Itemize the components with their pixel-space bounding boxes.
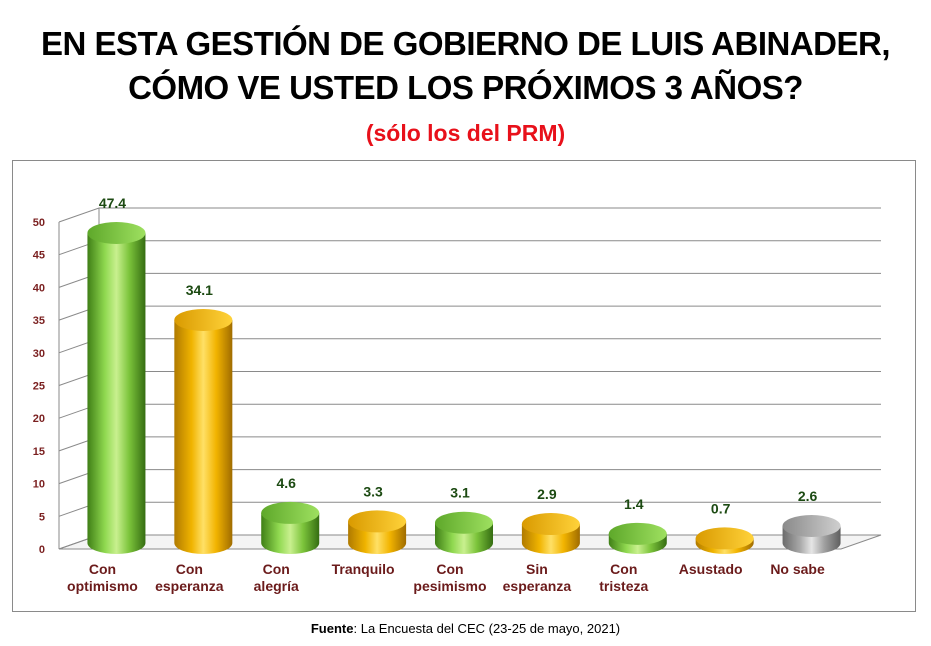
category-label: alegría xyxy=(254,578,299,594)
bar xyxy=(174,308,233,554)
bar-body xyxy=(174,319,233,554)
bar-chart: 0 5 10 15 20 25 30 35 40 45 50 47.4 34.1 4.6 3.3 3.1 2.9… xyxy=(33,195,882,594)
bar-body xyxy=(261,512,320,554)
category-label: Tranquilo xyxy=(332,561,395,577)
y-tick-label: 15 xyxy=(33,446,45,458)
y-tick-label: 10 xyxy=(33,479,45,491)
category-label: tristeza xyxy=(599,578,648,594)
value-label: 4.6 xyxy=(276,475,296,491)
category-label: optimismo xyxy=(67,578,138,594)
y-tick-label: 5 xyxy=(39,511,45,523)
source-note: Fuente: La Encuesta del CEC (23-25 de ma… xyxy=(0,621,931,636)
category-label: No sabe xyxy=(770,561,825,577)
bar xyxy=(348,510,407,554)
gridline xyxy=(58,272,881,288)
category-label: esperanza xyxy=(503,578,572,594)
y-tick-label: 30 xyxy=(33,348,45,360)
bar-body xyxy=(87,233,146,554)
y-tick-label: 0 xyxy=(39,544,45,556)
bar-top xyxy=(521,513,580,536)
category-label: Con xyxy=(263,561,290,577)
source-text: : La Encuesta del CEC (23-25 de mayo, 20… xyxy=(353,621,621,636)
title-block: EN ESTA GESTIÓN DE GOBIERNO DE LUIS ABIN… xyxy=(0,22,931,148)
bar-top xyxy=(608,522,667,545)
value-label: 34.1 xyxy=(186,282,213,298)
bar-top xyxy=(435,511,493,534)
source-label: Fuente xyxy=(310,621,354,636)
y-tick-label: 25 xyxy=(33,381,45,393)
category-labels: ConoptimismoConesperanzaConalegríaTranqu… xyxy=(67,561,825,594)
y-tick-label: 45 xyxy=(33,250,45,262)
chart-subtitle: (sólo los del PRM) xyxy=(365,120,566,146)
bar-top xyxy=(348,510,407,533)
y-tick-label: 50 xyxy=(33,217,45,229)
bar-top xyxy=(87,222,146,245)
category-label: Con xyxy=(89,561,116,577)
bar-top xyxy=(174,308,233,331)
category-label: Con xyxy=(610,561,637,577)
category-label: Con xyxy=(436,561,463,577)
value-label: 47.4 xyxy=(99,195,126,211)
bars xyxy=(87,222,841,554)
gridline xyxy=(58,240,881,256)
chart-title-line-2: CÓMO VE USTED LOS PRÓXIMOS 3 AÑOS? xyxy=(128,69,803,106)
bar-top xyxy=(261,501,320,524)
chart-title-line-1: EN ESTA GESTIÓN DE GOBIERNO DE LUIS ABIN… xyxy=(40,25,891,62)
category-label: esperanza xyxy=(155,578,224,594)
category-label: pesimismo xyxy=(413,578,486,594)
value-label: 2.6 xyxy=(798,488,818,504)
bar-top xyxy=(695,527,754,550)
y-tick-label: 40 xyxy=(33,282,45,294)
value-labels: 47.4 34.1 4.6 3.3 3.1 2.9 1.4 0.7 2.6 xyxy=(99,195,818,516)
bar xyxy=(261,501,320,554)
y-tick-label: 20 xyxy=(33,413,45,425)
y-axis-ticks: 0 5 10 15 20 25 30 35 40 45 50 xyxy=(33,217,45,556)
value-label: 3.3 xyxy=(363,483,383,499)
bar xyxy=(782,514,841,554)
value-label: 0.7 xyxy=(711,500,731,516)
bar-top xyxy=(782,514,841,537)
chart-frame: 0 5 10 15 20 25 30 35 40 45 50 47.4 34.1 4.6 3.3 3.1 2.9… xyxy=(12,160,916,612)
category-label: Asustado xyxy=(679,561,743,577)
bar xyxy=(435,511,493,554)
value-label: 2.9 xyxy=(537,486,557,502)
category-label: Con xyxy=(176,561,203,577)
bar xyxy=(695,527,754,554)
value-label: 1.4 xyxy=(624,496,644,512)
category-label: Sin xyxy=(526,561,548,577)
bar xyxy=(87,222,146,554)
bar xyxy=(608,522,667,554)
value-label: 3.1 xyxy=(450,485,470,501)
bar xyxy=(521,513,580,554)
gridline xyxy=(58,207,881,223)
y-tick-label: 35 xyxy=(33,315,45,327)
